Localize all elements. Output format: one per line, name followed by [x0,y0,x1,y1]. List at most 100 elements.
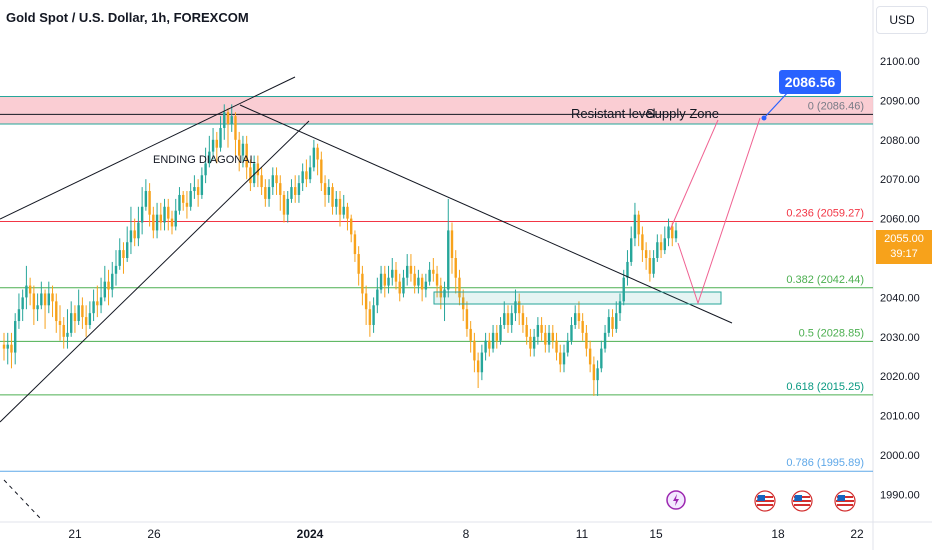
candle-body [107,281,110,290]
x-axis-tick: 8 [463,527,470,541]
candle-body [551,332,554,341]
candle-body [43,293,47,306]
candle-body [607,317,610,333]
candle-body [394,269,398,282]
bar-countdown: 39:17 [890,248,918,260]
candle-body [387,277,390,286]
us-flag-icon[interactable] [754,490,776,512]
candle-body [491,332,495,349]
candle-body [92,301,95,314]
candle-body [465,309,469,329]
candle-body [200,175,204,195]
candle-body [376,289,379,306]
candle-body [178,194,181,211]
candle-body [96,301,99,306]
supply-zone [0,96,873,125]
candle-body [99,297,103,306]
candle-body [174,210,177,227]
candle-body [424,281,428,290]
candle-body [674,230,678,239]
x-axis-tick: 26 [147,527,161,541]
demand-box [433,291,722,305]
x-axis-tick: 18 [771,527,785,541]
candle-body [443,289,446,298]
resistant-level-label: Resistant level [571,106,656,121]
currency-button[interactable]: USD [876,6,928,34]
candle-body [488,340,491,349]
candle-body [413,273,416,286]
candle-body [51,293,54,302]
candle-body [577,313,581,322]
target-price-tag: 2086.56 [779,70,841,94]
candle-body [480,352,484,373]
y-axis-tick: 2010.00 [880,411,920,423]
candle-body [637,214,640,235]
candle-body [585,332,588,349]
candle-body [28,285,32,294]
candle-body [249,167,252,184]
us-flag-icon[interactable] [791,490,813,512]
candle-body [294,187,297,195]
candle-body [148,191,151,215]
candle-body [238,139,241,156]
candle-body [137,222,140,239]
candle-body [40,293,43,306]
candle-body [506,313,510,325]
candle-body [32,293,36,310]
candle-body [462,297,465,310]
candle-body [182,194,185,203]
candle-body [503,313,506,325]
candle-body [398,281,401,294]
candle-body [62,324,65,337]
supply-zone-label: Supply Zone [646,106,719,121]
candle-body [77,305,80,322]
candle-body [335,198,338,207]
candle-body [111,273,114,290]
y-axis-tick: 2000.00 [880,450,920,462]
candle-body [656,242,659,258]
candle-body [379,273,383,290]
candle-body [555,340,558,353]
candle-body [196,187,200,195]
y-axis-tick: 1990.00 [880,489,920,501]
candle-body [626,261,629,278]
candle-body [73,313,77,322]
us-flag-icon[interactable] [834,490,856,512]
candle-body [260,175,263,188]
candle-body [518,301,521,314]
candle-body [170,218,174,227]
candle-body [155,214,159,231]
candle-body [547,332,551,345]
candle-body [163,206,166,223]
candle-body [510,313,513,325]
candle-body [439,285,442,298]
y-axis-tick: 2020.00 [880,371,920,383]
candle-body [364,293,368,310]
lightning-icon[interactable] [666,490,686,510]
candle-body [320,159,323,184]
candle-body [167,206,170,219]
candle-body [630,238,633,262]
candle-body [342,206,345,215]
candle-body [223,112,226,128]
candle-body [596,368,599,381]
descending-trendline [239,104,733,324]
candle-body [21,297,24,310]
chart-title: Gold Spot / U.S. Dollar, 1h, FOREXCOM [6,10,249,25]
candle-body [633,214,637,239]
x-axis-tick: 21 [68,527,82,541]
candle-body [159,214,162,223]
candle-body [267,187,271,199]
projection-leg-1 [669,119,719,231]
ending-diagonal-lower [0,120,310,423]
candle-body [514,301,517,314]
candle-body [47,293,50,306]
candle-body [409,265,413,274]
candle-body [282,194,286,215]
y-axis-tick: 2100.00 [880,56,920,68]
candle-body [189,191,192,207]
candle-body [55,301,58,322]
candle-body [215,139,218,148]
candle-body [454,258,457,278]
